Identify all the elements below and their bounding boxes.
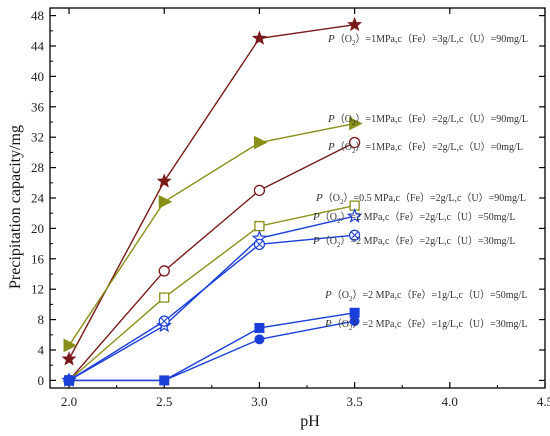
series-line xyxy=(68,234,355,381)
series-annotations: P（O2）=1MPa,c（Fe）=3g/L,c（U）=90mg/L P（O2）=1… xyxy=(312,33,528,332)
data-point xyxy=(158,194,173,209)
y-tick-label: 36 xyxy=(31,99,45,114)
y-tick-label: 44 xyxy=(31,39,45,54)
y-tick-label: 48 xyxy=(31,8,44,23)
x-tick-label: 4.0 xyxy=(442,394,458,409)
series-markers-group xyxy=(63,116,363,353)
series-line xyxy=(69,320,355,382)
data-point xyxy=(63,338,78,353)
data-point xyxy=(253,238,266,250)
y-axis-title: Precipitation capacity/mg xyxy=(7,125,24,289)
series-line xyxy=(69,312,355,382)
y-tick-label: 40 xyxy=(31,69,44,84)
x-tick-label: 4.5 xyxy=(537,394,550,409)
data-point xyxy=(349,116,363,131)
series-annotation: P（O2）=2 MPa,c（Fe）=1g/L,c（U）=30mg/L xyxy=(324,318,527,332)
data-point xyxy=(159,375,170,386)
series-annotation: P（O2）=1MPa,c（Fe）=3g/L,c（U）=90mg/L xyxy=(327,33,528,47)
y-tick-label: 4 xyxy=(38,343,45,358)
data-point xyxy=(349,307,360,318)
data-point xyxy=(251,30,267,45)
data-point xyxy=(61,351,77,366)
y-tick-label: 16 xyxy=(31,251,45,266)
series-annotation: P（O2）=2 MPa,c（Fe）=2g/L,c（U）=50mg/L xyxy=(312,211,515,225)
series-annotation: P（O2）=0.5 MPa,c（Fe）=2g/L,c（U）=90mg/L xyxy=(315,192,526,206)
data-point xyxy=(156,173,172,188)
data-point xyxy=(159,292,170,303)
series-line xyxy=(68,204,355,381)
series-annotation: P（O2）=1MPa,c（Fe）=2g/L,c（U）=0mg/L xyxy=(327,141,523,155)
series-line xyxy=(68,141,355,381)
data-point xyxy=(254,322,265,333)
series-line xyxy=(68,215,355,382)
series-annotation: P（O2）=2 MPa,c（Fe）=2g/L,c（U）=30mg/L xyxy=(312,235,515,249)
data-point xyxy=(253,135,268,150)
data-point xyxy=(158,315,170,327)
series-annotation: P（O2）=2 MPa,c（Fe）=1g/L,c（U）=50mg/L xyxy=(324,289,527,303)
data-point xyxy=(158,265,170,277)
y-tick-label: 32 xyxy=(31,130,44,145)
data-point xyxy=(64,375,75,386)
series-lines xyxy=(68,24,355,382)
y-tick-label: 12 xyxy=(31,282,44,297)
series-markers-group xyxy=(64,316,360,386)
data-point xyxy=(253,184,266,197)
series-line xyxy=(68,122,355,346)
data-point xyxy=(346,208,363,223)
data-point xyxy=(347,16,363,32)
x-axis-title: pH xyxy=(300,413,320,430)
x-tick-label: 2.0 xyxy=(61,394,77,409)
series-line xyxy=(68,24,355,360)
x-tick-label: 3.5 xyxy=(346,394,362,409)
y-tick-label: 24 xyxy=(31,191,45,206)
x-tick-labels: 2.0 2.5 3.0 3.5 4.0 4.5 xyxy=(61,394,550,409)
x-tick-label: 2.5 xyxy=(156,394,172,409)
y-tick-label: 20 xyxy=(31,221,44,236)
data-point xyxy=(254,220,265,232)
data-point xyxy=(348,136,361,149)
x-tick-label: 3.0 xyxy=(251,394,267,409)
series-markers-group xyxy=(63,229,361,386)
y-tick-label: 28 xyxy=(31,160,44,175)
series-markers xyxy=(61,16,363,388)
data-point xyxy=(349,316,360,327)
series-markers-group xyxy=(61,16,363,366)
series-annotation: P（O2）=1MPa,c（Fe）=2g/L,c（U）=90mg/L xyxy=(327,113,528,127)
y-tick-label: 8 xyxy=(38,312,45,327)
data-point xyxy=(254,334,265,345)
y-tick-label: 0 xyxy=(38,373,45,388)
data-point xyxy=(349,229,361,241)
